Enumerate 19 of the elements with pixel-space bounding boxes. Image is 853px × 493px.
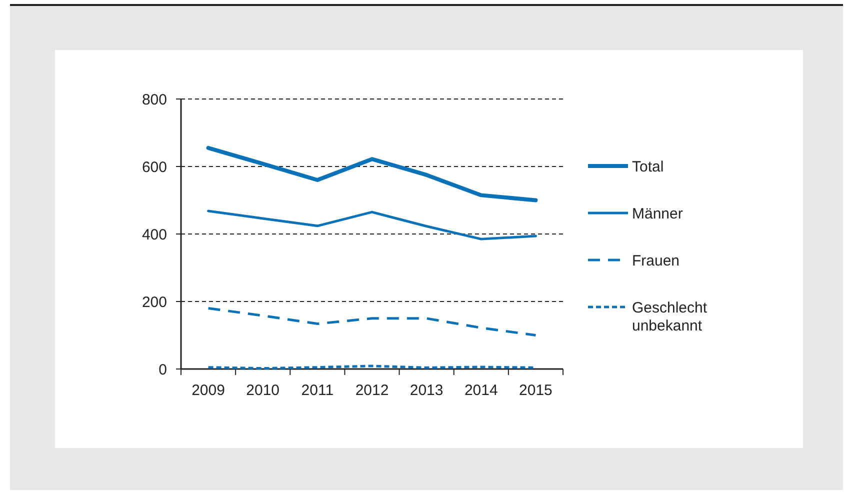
line-series (206, 146, 538, 202)
y-tick-label: 800 (142, 91, 167, 108)
x-tick-label: 2012 (355, 382, 389, 399)
x-tick-label: 2015 (519, 382, 552, 399)
x-tick-label: 2014 (464, 382, 498, 399)
legend-label: Männer (632, 205, 683, 222)
line-series (207, 307, 537, 336)
x-tick-label: 2013 (410, 382, 444, 399)
legend-label: Frauen (632, 252, 680, 270)
y-tick-label: 200 (142, 294, 167, 311)
legend-label: Total (632, 158, 664, 176)
y-tick-label: 600 (142, 158, 167, 176)
x-tick-label: 2010 (246, 382, 280, 399)
line-series (207, 210, 537, 240)
x-tick-label: 2011 (301, 382, 334, 399)
legend-label: Geschlecht unbekannt (632, 299, 708, 334)
y-tick-label: 400 (142, 226, 167, 244)
x-tick-label: 2009 (192, 382, 225, 399)
y-tick-label: 0 (158, 361, 167, 378)
